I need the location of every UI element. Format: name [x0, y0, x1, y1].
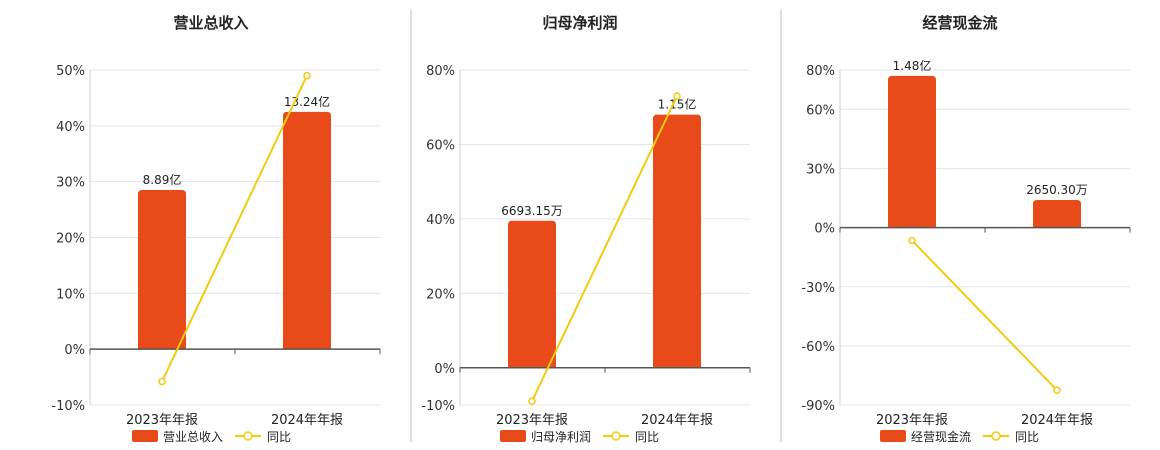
category-label: 2023年年报 [126, 413, 198, 428]
yoy-point [673, 92, 681, 100]
bar [653, 114, 701, 368]
chart-panel-2: 归母净利润 80% 60% 40% 20% 0% -10% 6693.15万 1.15亿 2023… [421, 14, 751, 444]
y-tick-label: 0% [434, 362, 455, 377]
legend-bar-swatch [132, 430, 158, 442]
yoy-point [303, 71, 311, 80]
yoy-point [908, 236, 916, 245]
chart-panel-3: 经营现金流 80% 60% 30% 0% -30% -60% -90% 1.48亿 2650.30… [801, 14, 1131, 444]
legend-bar-label: 归母净利润 [531, 430, 591, 444]
y-tick-label: 0% [814, 222, 835, 237]
y-tick-label: -10% [421, 399, 455, 414]
legend-line-marker [243, 431, 253, 441]
legend-line-label: 同比 [635, 430, 659, 444]
y-tick-label: -10% [51, 399, 85, 414]
y-tick-label: -60% [801, 340, 835, 355]
category-label: 2024年年报 [271, 413, 343, 428]
y-tick-label: 20% [56, 232, 85, 247]
chart-title: 归母净利润 [542, 14, 617, 32]
bar [138, 190, 186, 350]
y-tick-label: 80% [806, 64, 835, 79]
yoy-point [1053, 386, 1061, 394]
y-tick-label: 80% [426, 64, 455, 79]
category-label: 2024年年报 [1021, 413, 1093, 428]
yoy-line [531, 95, 678, 402]
chart-title: 经营现金流 [922, 14, 997, 32]
legend-line-marker [611, 431, 621, 441]
y-tick-label: 10% [56, 287, 85, 302]
category-label: 2024年年报 [641, 413, 713, 428]
legend-line-label: 同比 [1015, 430, 1039, 444]
yoy-line [161, 75, 308, 382]
y-tick-label: -90% [801, 399, 835, 414]
legend-bar-label: 经营现金流 [911, 429, 971, 444]
category-label: 2023年年报 [496, 413, 568, 428]
y-tick-label: -30% [801, 281, 835, 296]
y-tick-label: 30% [806, 163, 835, 178]
y-tick-label: 30% [56, 176, 85, 191]
bar [283, 111, 331, 350]
y-tick-label: 20% [426, 287, 455, 302]
legend-line-label: 同比 [267, 430, 291, 444]
legend-bar-swatch [500, 430, 526, 442]
bar [888, 75, 936, 228]
y-tick-label: 40% [426, 213, 455, 228]
legend-bar-swatch [880, 430, 906, 442]
legend-bar-label: 营业总收入 [163, 430, 223, 444]
bar-value-label: 8.89亿 [143, 172, 182, 187]
bar [508, 220, 556, 368]
bar-value-label: 6693.15万 [501, 204, 563, 218]
yoy-line [911, 239, 1058, 391]
yoy-point [158, 377, 166, 386]
legend-line-marker [991, 431, 1001, 441]
y-tick-label: 60% [806, 103, 835, 118]
y-tick-label: 40% [56, 120, 85, 135]
bar-value-label: 13.24亿 [284, 94, 330, 109]
bar-value-label: 1.15亿 [658, 97, 697, 112]
category-label: 2023年年报 [876, 413, 948, 428]
y-tick-label: 60% [426, 138, 455, 153]
bar-value-label: 1.48亿 [893, 58, 932, 73]
chart-panel-1: 营业总收入 50% 40% 30% 20% 10% 0% -10% 8.89亿 13.24亿 202… [51, 14, 381, 444]
y-tick-label: 50% [56, 64, 85, 79]
yoy-point [528, 397, 536, 406]
bar-value-label: 2650.30万 [1026, 183, 1088, 197]
y-tick-label: 0% [64, 343, 85, 358]
chart-title: 营业总收入 [173, 14, 248, 32]
bar [1033, 200, 1081, 228]
